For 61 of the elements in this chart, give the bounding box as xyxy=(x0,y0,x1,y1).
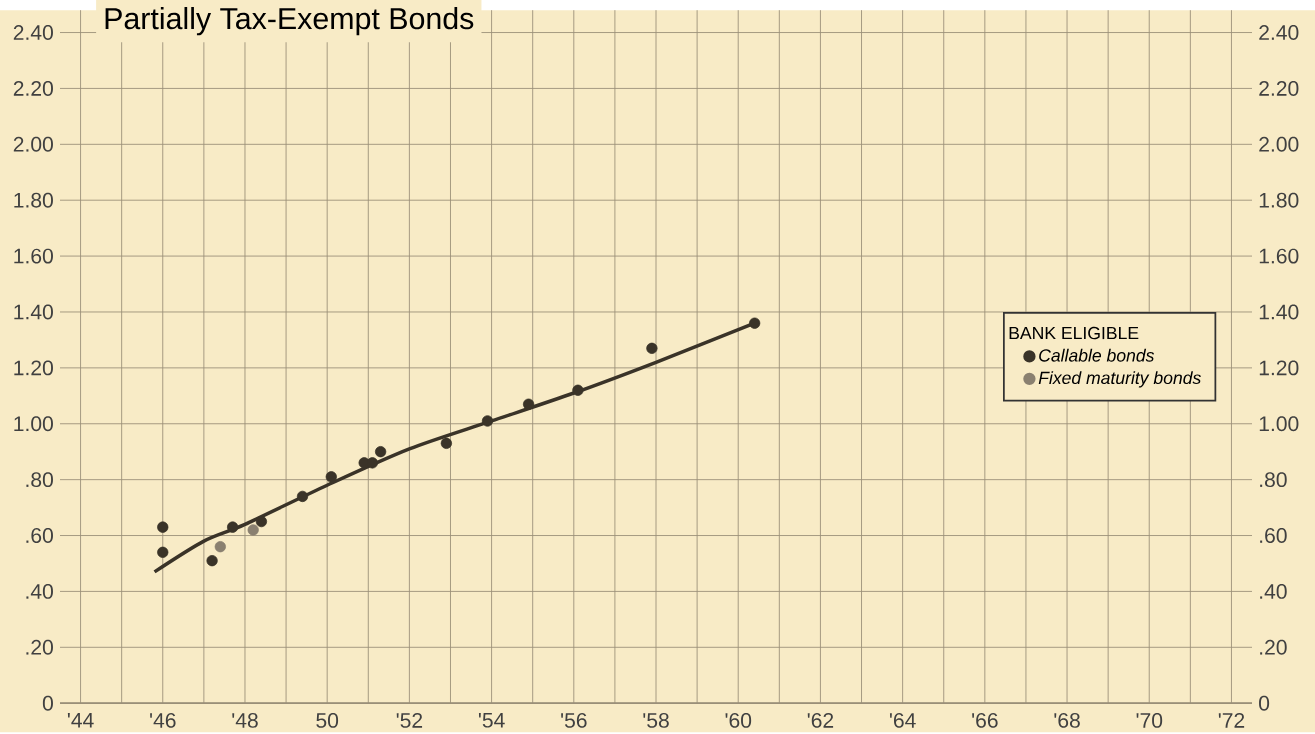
y2-tick-label: 1.60 xyxy=(1259,248,1299,264)
y-tick-label: 1.60 xyxy=(14,248,53,264)
point xyxy=(374,446,387,458)
point xyxy=(247,524,259,536)
y2-tick-label: .20 xyxy=(1260,639,1287,655)
legend-label: Fixed maturity bonds xyxy=(1038,371,1201,388)
point xyxy=(157,546,169,559)
x-tick-label: '56 xyxy=(561,713,587,728)
y2-tick-label: 1.20 xyxy=(1259,360,1299,376)
point xyxy=(296,490,309,503)
y-tick-label: .80 xyxy=(26,472,53,488)
y-tick-label: 1.80 xyxy=(14,192,53,208)
y2-tick-label: 1.80 xyxy=(1259,192,1299,208)
point xyxy=(440,437,452,450)
x-tick-label: '64 xyxy=(889,713,916,728)
point xyxy=(522,398,535,410)
point xyxy=(481,415,494,427)
x-tick-label: '62 xyxy=(807,713,834,728)
y2-tick-label: 1.00 xyxy=(1259,416,1299,432)
point xyxy=(255,516,268,528)
y-tick-label: 2.00 xyxy=(13,137,53,152)
point xyxy=(572,384,584,396)
point xyxy=(646,342,658,355)
y2-tick-label: .60 xyxy=(1260,528,1287,544)
x-tick-label: '44 xyxy=(67,713,94,728)
x-tick-label: '70 xyxy=(1136,713,1163,728)
x-tick-label: 50 xyxy=(316,713,339,728)
y-tick-label: .40 xyxy=(26,584,53,600)
x-tick-label: '60 xyxy=(725,713,752,728)
y2-tick-label: 0 xyxy=(1259,695,1270,711)
y-tick-label: 1.00 xyxy=(14,416,53,432)
y-tick-label: 1.40 xyxy=(14,304,53,320)
x-tick-label: '72 xyxy=(1218,713,1245,728)
y-tick-label: .20 xyxy=(26,639,53,655)
x-tick-label: '48 xyxy=(232,713,258,728)
y-tick-label: 2.40 xyxy=(13,25,53,41)
x-tick-label: '52 xyxy=(396,713,423,728)
x-tick-label: '66 xyxy=(972,713,998,728)
y2-tick-label: 2.00 xyxy=(1259,137,1299,152)
y-tick-label: 0 xyxy=(42,695,53,711)
y-tick-label: .60 xyxy=(26,528,53,544)
point xyxy=(214,541,226,553)
point xyxy=(206,555,218,567)
y2-tick-label: 2.20 xyxy=(1259,81,1299,97)
point xyxy=(749,317,761,329)
legend-title: BANK ELIGIBLE xyxy=(1009,326,1139,340)
chart-title: Partially Tax-Exempt Bonds xyxy=(105,7,474,36)
y2-tick-label: 1.40 xyxy=(1259,304,1299,320)
y-tick-label: 1.20 xyxy=(14,360,53,376)
point xyxy=(325,471,337,483)
y-tick-label: 2.20 xyxy=(13,81,53,97)
point xyxy=(157,521,169,533)
x-tick-label: '46 xyxy=(150,713,176,728)
legend-label: Callable bonds xyxy=(1039,348,1155,362)
x-tick-label: '54 xyxy=(478,713,505,728)
y2-tick-label: 2.40 xyxy=(1259,25,1299,41)
y2-tick-label: .80 xyxy=(1260,472,1287,488)
x-tick-label: '68 xyxy=(1054,713,1080,728)
x-tick-label: '58 xyxy=(643,713,669,728)
y2-tick-label: .40 xyxy=(1260,584,1287,600)
point xyxy=(227,521,239,533)
